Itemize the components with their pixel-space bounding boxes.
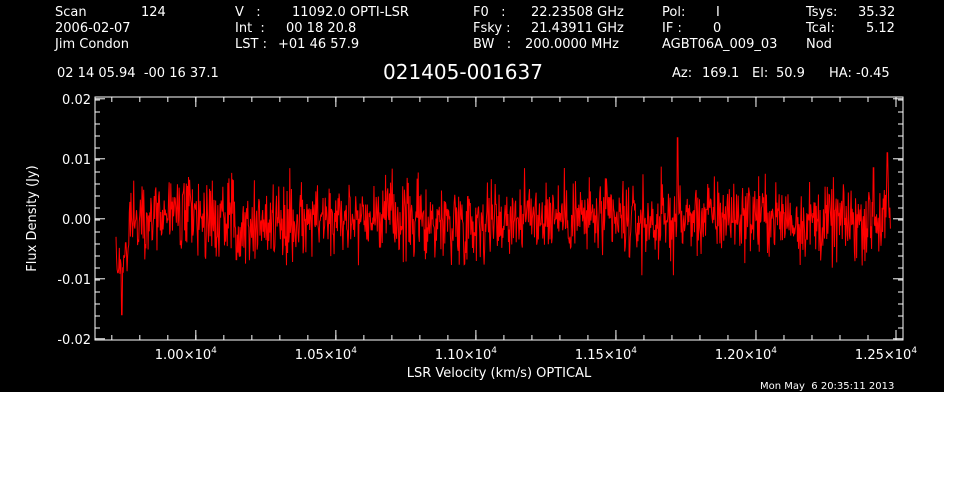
x-tick-label: 1.20×104 xyxy=(715,346,777,363)
y-axis-title: Flux Density (Jy) xyxy=(25,165,40,271)
y-tick-label: 0.01 xyxy=(62,153,91,168)
integration-value: 00 18 20.8 xyxy=(286,21,357,36)
velocity-value: 11092.0 OPTI-LSR xyxy=(292,5,409,20)
observer-name: Jim Condon xyxy=(55,37,129,52)
bandwidth-label: BW : xyxy=(473,37,512,52)
polarization-value: I xyxy=(716,5,720,20)
hour-angle-value: -0.45 xyxy=(856,66,890,81)
spectrum-trace-layer xyxy=(115,137,891,316)
axis-tick-labels: 0.02 0.01 0.00 -0.01 -0.02 1.00×104 1.05×104 1.… xyxy=(57,93,917,363)
x-tick-label: 1.00×104 xyxy=(155,346,217,363)
tsys-value: 35.32 xyxy=(858,5,896,20)
scan-label: Scan xyxy=(55,5,87,20)
tcal-value: 5.12 xyxy=(866,21,895,36)
observation-date: 2006-02-07 xyxy=(55,21,131,36)
x-tick-label: 1.25×104 xyxy=(855,346,917,363)
elevation-label: El: xyxy=(752,66,769,81)
rest-freq-label: F0 : xyxy=(473,5,506,20)
tcal-label: Tcal: xyxy=(806,21,835,36)
azimuth-label: Az: xyxy=(672,66,693,81)
x-axis-title: LSR Velocity (km/s) OPTICAL xyxy=(407,366,592,381)
plot-timestamp: Mon May 6 20:35:11 2013 xyxy=(760,381,895,392)
rest-freq-value: 22.23508 GHz xyxy=(531,5,624,20)
y-tick-label: 0.00 xyxy=(62,213,91,228)
procedure-name: Nod xyxy=(806,37,832,52)
bandwidth-value: 200.0000 MHz xyxy=(525,37,619,52)
if-value: 0 xyxy=(713,21,722,36)
source-name: 021405-001637 xyxy=(383,60,543,84)
polarization-label: Pol: xyxy=(662,5,686,20)
y-tick-label: -0.02 xyxy=(57,333,91,348)
integration-label: Int : xyxy=(235,21,265,36)
spectrum-line xyxy=(115,137,891,316)
azimuth-value: 169.1 xyxy=(702,66,740,81)
lst-label: LST : xyxy=(235,37,267,52)
project-id: AGBT06A_009_03 xyxy=(662,37,778,52)
velocity-label: V : xyxy=(235,5,261,20)
y-tick-label: -0.01 xyxy=(57,273,91,288)
elevation-value: 50.9 xyxy=(776,66,805,81)
spectrum-chart: 0.02 0.01 0.00 -0.01 -0.02 1.00×104 1.05×104 1.… xyxy=(25,93,917,381)
x-tick-label: 1.15×104 xyxy=(575,346,637,363)
spectrum-plot-panel: Scan 124 2006-02-07 Jim Condon V : 11092… xyxy=(0,0,944,392)
if-label: IF : xyxy=(662,21,682,36)
lst-value: +01 46 57.9 xyxy=(278,37,360,52)
x-tick-label: 1.10×104 xyxy=(435,346,497,363)
axis-ticks xyxy=(95,97,903,341)
source-coordinates: 02 14 05.94 -00 16 37.1 xyxy=(57,66,219,81)
hour-angle-label: HA: xyxy=(829,66,852,81)
sky-freq-label: Fsky : xyxy=(473,21,511,36)
scan-number: 124 xyxy=(141,5,166,20)
y-tick-label: 0.02 xyxy=(62,93,91,108)
sky-freq-value: 21.43911 GHz xyxy=(531,21,624,36)
tsys-label: Tsys: xyxy=(806,5,838,20)
x-tick-label: 1.05×104 xyxy=(295,346,357,363)
